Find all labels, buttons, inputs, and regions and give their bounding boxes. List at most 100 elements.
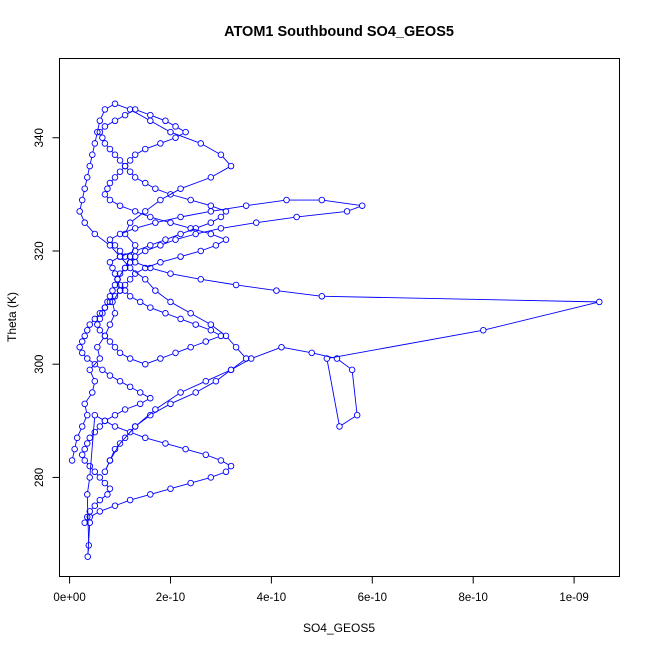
data-point <box>94 343 101 351</box>
series-segment <box>117 104 128 109</box>
series-segment <box>112 201 118 205</box>
series-segment <box>162 240 174 245</box>
data-point <box>81 185 88 192</box>
data-point <box>96 310 104 317</box>
series-segment <box>193 477 209 483</box>
data-point <box>177 213 184 221</box>
data-point <box>126 168 134 175</box>
series-segment <box>167 234 179 240</box>
data-point <box>86 162 94 170</box>
series-segment <box>137 110 148 115</box>
series-segment <box>198 325 209 330</box>
data-point <box>147 491 154 498</box>
series-segment <box>177 133 184 137</box>
data-point <box>157 259 164 266</box>
series-segment <box>90 372 95 379</box>
series-segment <box>152 121 169 132</box>
data-point <box>76 208 83 215</box>
data-point <box>126 428 134 436</box>
y-tick-label: 320 <box>34 241 46 260</box>
series-segment <box>96 235 108 245</box>
series-segment <box>329 330 481 359</box>
series-segment <box>87 168 90 175</box>
data-point <box>152 287 159 294</box>
data-point <box>111 445 119 453</box>
y-axis: 280 300 320 340 <box>34 128 60 487</box>
data-point <box>126 157 134 164</box>
x-tick-label: 6e-10 <box>358 592 387 604</box>
data-point <box>172 349 179 357</box>
series-segment <box>132 359 143 364</box>
series-segment <box>193 342 204 347</box>
series-segment <box>162 189 179 200</box>
data-point <box>94 128 101 136</box>
data-point <box>121 434 129 442</box>
data-point <box>116 202 124 209</box>
data-point <box>131 106 139 113</box>
data-point <box>81 519 88 526</box>
series-segment <box>86 224 94 233</box>
data-point <box>114 276 121 283</box>
series-segment <box>147 359 158 364</box>
series-segment <box>237 349 245 357</box>
series-segment <box>137 262 148 268</box>
series-segment <box>177 127 184 132</box>
series-segment <box>147 143 158 149</box>
data-point <box>101 332 109 340</box>
data-point <box>247 355 255 362</box>
series-segment <box>253 347 280 358</box>
data-point <box>91 377 99 385</box>
data-point <box>83 355 91 362</box>
data-point <box>99 366 106 374</box>
data-point <box>212 242 220 249</box>
data-point <box>109 298 116 306</box>
data-point <box>348 366 356 374</box>
data-point <box>116 247 124 255</box>
series-segment <box>112 257 118 262</box>
series-segment <box>132 212 144 222</box>
data-point <box>121 406 129 413</box>
series-segment <box>122 382 128 386</box>
series-segment <box>112 234 118 239</box>
data-point <box>116 230 124 238</box>
series-segment <box>168 443 184 449</box>
series-segment <box>137 178 144 183</box>
data-point <box>106 372 114 379</box>
data-point <box>232 281 240 289</box>
y-axis-label: Theta (K) <box>5 292 19 342</box>
series-layer <box>68 100 603 560</box>
series-segment <box>105 462 110 470</box>
data-point <box>167 298 174 306</box>
data-point <box>91 411 99 419</box>
data-point <box>167 128 174 136</box>
series-segment <box>117 500 128 506</box>
data-point <box>109 264 116 272</box>
series-segment <box>97 123 100 130</box>
series-segment <box>258 216 294 223</box>
series-segment <box>87 525 91 554</box>
data-point <box>217 332 225 340</box>
data-point <box>96 496 104 504</box>
series-segment <box>107 421 113 426</box>
data-point <box>207 321 215 328</box>
x-axis-label: SO4_GEOS5 <box>303 621 375 635</box>
data-point <box>242 355 250 362</box>
series-segment <box>183 177 209 189</box>
data-point <box>85 542 93 549</box>
data-point <box>76 343 83 351</box>
data-point <box>217 213 225 221</box>
series-segment <box>94 134 98 141</box>
x-axis: 0e+00 2e-10 4e-10 6e-10 8e-10 1e-09 <box>53 576 589 604</box>
data-point <box>167 270 174 277</box>
data-point <box>106 196 114 204</box>
data-point <box>111 151 119 158</box>
series-segment <box>112 304 115 311</box>
data-point <box>182 445 189 453</box>
series-segment <box>72 451 75 458</box>
data-point <box>136 400 144 408</box>
data-point <box>126 496 134 504</box>
series-segment <box>117 427 128 432</box>
series-segment <box>132 297 138 301</box>
data-point <box>104 298 111 306</box>
